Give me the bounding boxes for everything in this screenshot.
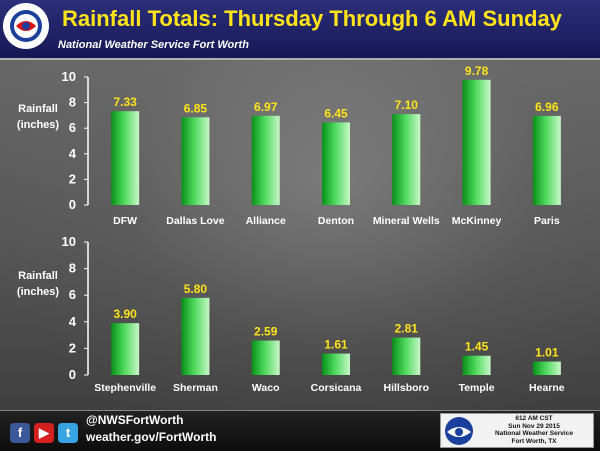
chart2-y-tick-label: 0 <box>69 367 76 382</box>
chart1-bar <box>111 111 140 205</box>
page-subtitle: National Weather Service Fort Worth <box>58 39 249 51</box>
chart2-ylabel: Rainfall (inches) <box>8 268 68 300</box>
chart1-bar <box>462 79 491 205</box>
chart1-value-label: 7.33 <box>113 95 137 109</box>
chart2-value-label: 1.01 <box>535 346 559 360</box>
website-link[interactable]: weather.gov/FortWorth <box>86 430 217 444</box>
chart2-y-tick-label: 2 <box>69 340 76 355</box>
chart2-bar <box>251 340 280 375</box>
twitter-icon[interactable]: t <box>58 423 78 443</box>
chart2-y-tick-label: 6 <box>69 287 76 302</box>
page-title: Rainfall Totals: Thursday Through 6 AM S… <box>62 6 562 31</box>
chart1-bar <box>181 117 210 205</box>
chart2-value-label: 1.61 <box>324 338 348 352</box>
chart2-category-label: Temple <box>459 382 495 394</box>
chart1-category-label: Dallas Love <box>166 215 225 227</box>
chart2-value-label: 2.81 <box>395 322 419 336</box>
chart2-bar <box>111 323 140 375</box>
social-handle[interactable]: @NWSFortWorth <box>86 413 184 427</box>
chart2-value-label: 5.80 <box>184 282 208 296</box>
chart1-ylabel: Rainfall (inches) <box>8 101 68 133</box>
chart2-category-label: Hillsboro <box>384 382 430 394</box>
chart2-category-label: Stephenville <box>94 382 156 394</box>
chart1-bar <box>322 122 350 205</box>
chart1-category-label: McKinney <box>452 215 502 227</box>
chart1-y-tick-label: 6 <box>69 120 76 135</box>
chart2-bar <box>462 355 491 375</box>
chart2-y-tick-label: 10 <box>62 234 76 249</box>
chart1-y-tick-label: 2 <box>69 171 76 186</box>
timestamp-box: 612 AM CST Sun Nov 29 2015 National Weat… <box>440 413 594 448</box>
chart2-bar <box>322 353 350 375</box>
stamp-date: Sun Nov 29 2015 <box>508 422 560 430</box>
chart2-category-label: Waco <box>252 382 280 394</box>
chart1-category-label: Mineral Wells <box>373 215 440 227</box>
chart1-value-label: 6.85 <box>184 101 208 115</box>
chart1-y-tick-label: 4 <box>69 146 77 161</box>
chart2-bar <box>181 297 210 375</box>
chart1-ylabel-line1: Rainfall <box>18 103 58 115</box>
chart2-bar <box>532 361 561 375</box>
chart2-value-label: 3.90 <box>113 307 137 321</box>
chart2-category-label: Sherman <box>173 382 218 394</box>
chart1-bar <box>251 115 280 205</box>
chart1-category-label: DFW <box>113 215 137 227</box>
noaa-logo-icon <box>445 417 473 445</box>
chart1-ylabel-line2: (inches) <box>16 119 60 131</box>
chart2-value-label: 1.45 <box>465 340 489 354</box>
chart1-value-label: 9.78 <box>465 64 489 78</box>
chart1-y-tick-label: 0 <box>69 197 76 212</box>
chart2-ylabel-line1: Rainfall <box>18 270 58 282</box>
stamp-time: 612 AM CST <box>515 415 553 422</box>
chart2-category-label: Corsicana <box>311 382 362 394</box>
chart2-value-label: 2.59 <box>254 325 278 339</box>
header-banner: Rainfall Totals: Thursday Through 6 AM S… <box>0 0 600 60</box>
chart1-bar <box>532 115 561 205</box>
chart1-bar <box>392 114 421 205</box>
youtube-icon[interactable]: ▶ <box>34 423 54 443</box>
stamp-location: Fort Worth, TX <box>511 437 557 445</box>
chart1-value-label: 7.10 <box>395 98 419 112</box>
stamp-office: National Weather Service <box>495 430 573 437</box>
chart1-y-tick-label: 8 <box>69 95 76 110</box>
chart1-category-label: Paris <box>534 215 560 227</box>
timestamp-text: 612 AM CST Sun Nov 29 2015 National Weat… <box>477 415 591 445</box>
chart2-ylabel-line2: (inches) <box>16 286 60 298</box>
chart1-value-label: 6.97 <box>254 100 278 114</box>
chart1-y-tick-label: 10 <box>62 69 76 84</box>
chart2-bar <box>392 337 421 375</box>
chart1-category-label: Alliance <box>246 215 286 227</box>
chart2-y-tick-label: 8 <box>69 261 76 276</box>
chart1-category-label: Denton <box>318 215 354 227</box>
chart2-category-label: Hearne <box>529 382 565 394</box>
facebook-icon[interactable]: f <box>10 423 30 443</box>
nws-logo-icon <box>3 3 49 49</box>
chart1-value-label: 6.96 <box>535 100 559 114</box>
chart2-y-tick-label: 4 <box>69 314 77 329</box>
chart1-value-label: 6.45 <box>324 106 348 120</box>
